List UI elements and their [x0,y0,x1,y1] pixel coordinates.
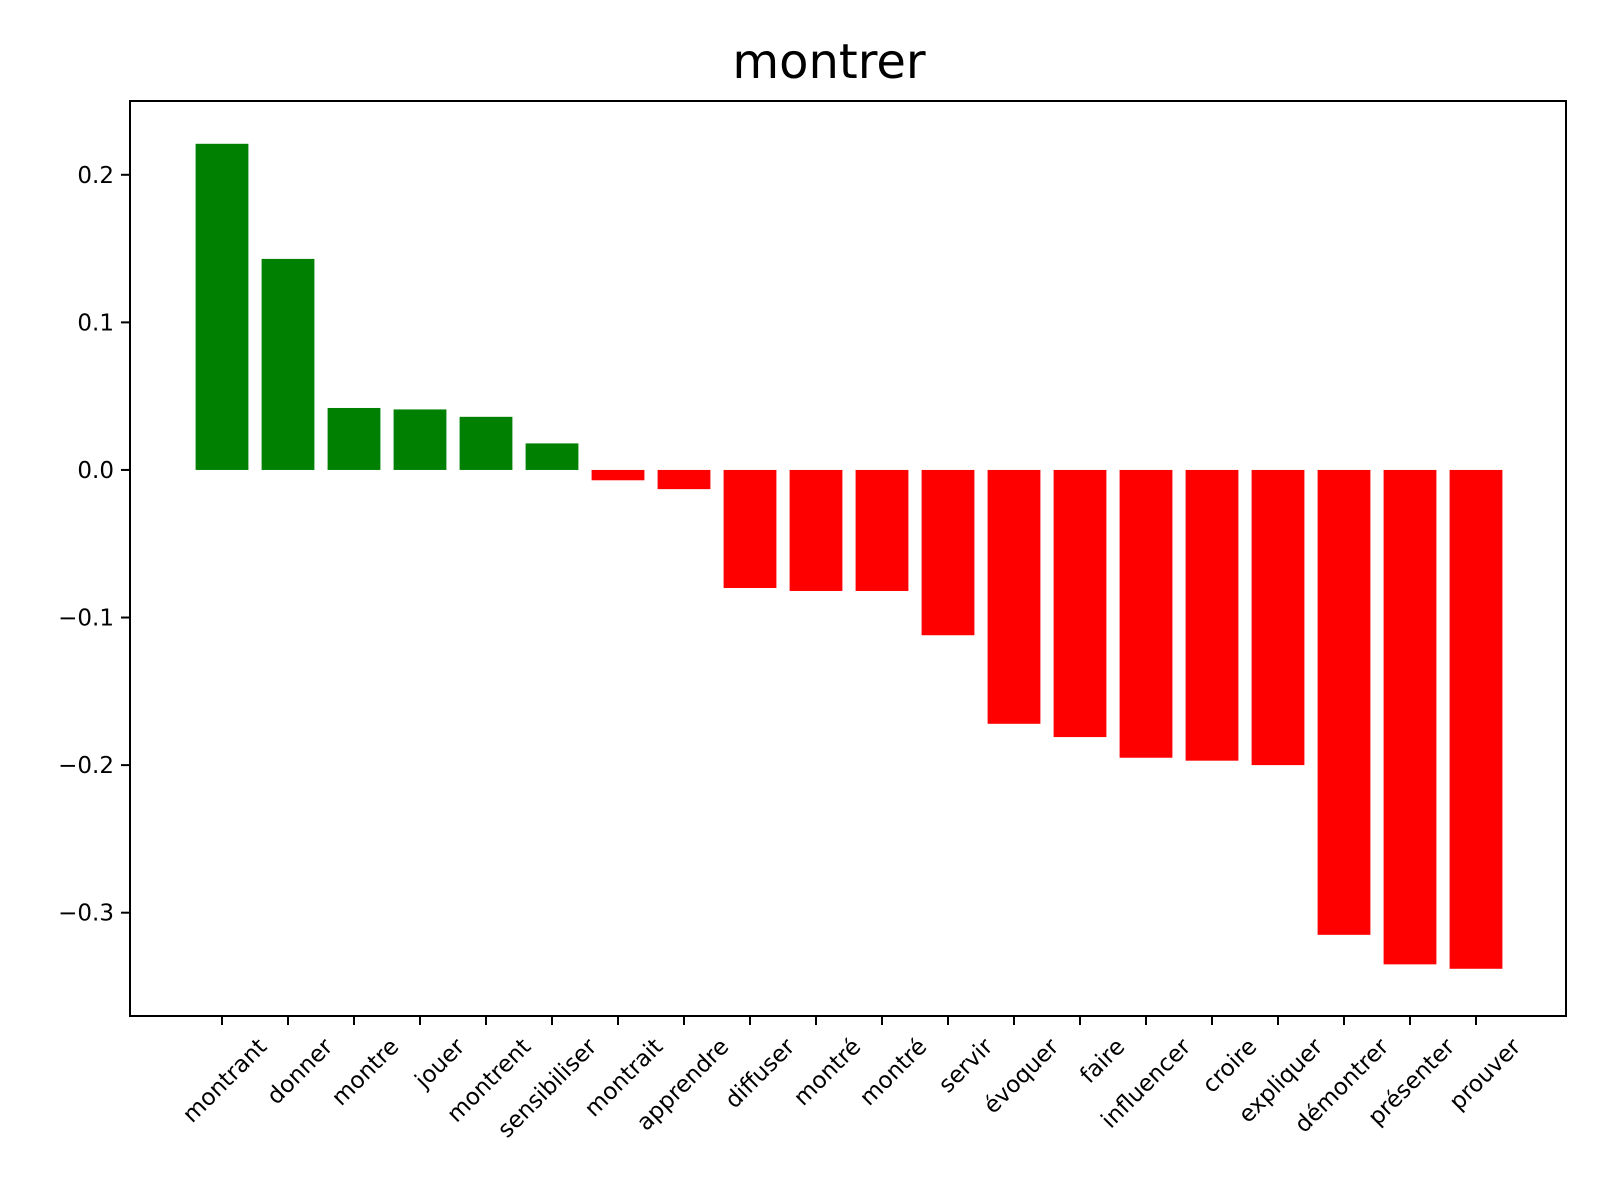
bar-16 [1251,469,1305,766]
bar-0 [195,143,249,470]
x-tick-label: faire [1075,1034,1130,1089]
y-tick-label: −0.1 [58,606,114,632]
bar-4 [459,416,513,470]
bar-7 [657,469,711,490]
y-tick-label: 0.2 [77,163,114,189]
bar-1 [261,258,315,470]
y-tick-label: −0.2 [58,753,114,779]
bar-12 [987,469,1041,724]
bar-6 [591,469,645,481]
bar-19 [1449,469,1503,969]
bar-14 [1119,469,1173,758]
x-tick-label: donner [262,1033,338,1109]
x-tick-label: croire [1198,1034,1262,1098]
bar-17 [1317,469,1371,935]
x-tick-label: jouer [410,1033,471,1094]
x-tick-label: montré [855,1034,932,1111]
bar-3 [393,409,447,470]
y-axis: −0.3 −0.2 −0.1 0.0 0.1 0.2 [58,163,130,927]
bar-11 [921,469,975,636]
x-tick-label: diffuser [720,1033,800,1113]
bar-9 [789,469,843,591]
x-tick-label: montrant [178,1034,272,1128]
bar-13 [1053,469,1107,738]
plot-frame [129,100,1567,1017]
x-tick-label: montré [789,1034,866,1111]
bar-10 [855,469,909,591]
bar-15 [1185,469,1239,761]
bar-2 [327,407,381,470]
x-tick-label: montre [327,1034,404,1111]
x-tick-label: servir [934,1033,999,1098]
chart-title: montrer [732,34,926,90]
bars-group [195,143,1503,969]
y-tick-label: −0.3 [58,901,114,927]
x-tick-label: prouver [1445,1033,1527,1115]
bar-18 [1383,469,1437,965]
bar-8 [723,469,777,589]
bar-5 [525,443,579,470]
y-tick-label: 0.0 [77,458,114,484]
y-tick-label: 0.1 [77,310,114,336]
